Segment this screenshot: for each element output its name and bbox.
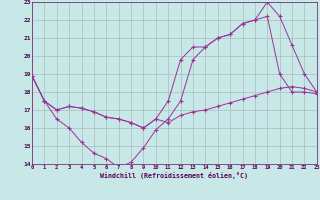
X-axis label: Windchill (Refroidissement éolien,°C): Windchill (Refroidissement éolien,°C) bbox=[100, 172, 248, 179]
